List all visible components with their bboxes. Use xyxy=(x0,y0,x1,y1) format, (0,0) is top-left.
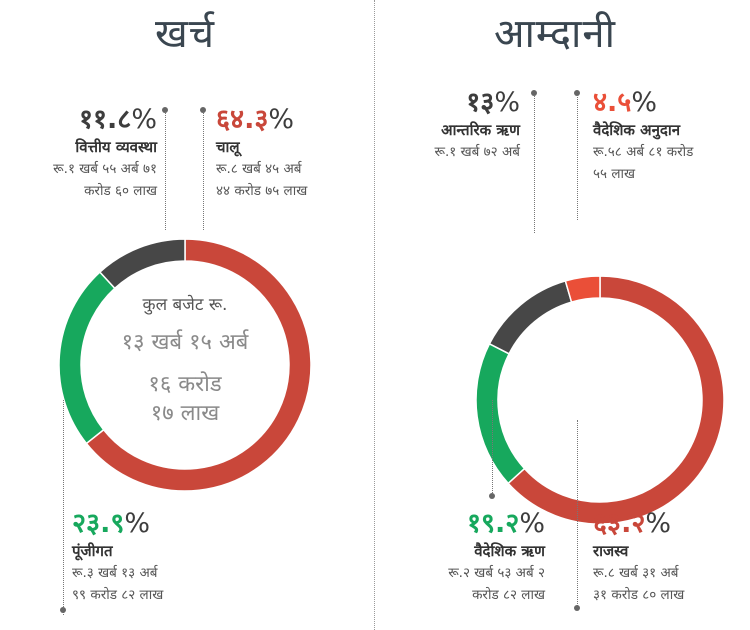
leader-line-current xyxy=(203,112,204,230)
revenue-amount-line1: रू.८ खर्ब ३१ अर्ब xyxy=(593,565,679,581)
financing-amount-line2: करोड ६० लाख xyxy=(84,183,157,199)
percent-sign: % xyxy=(124,508,151,539)
capital-percent: २३.९ xyxy=(72,508,125,539)
internal-debt-amount-line1: रू.१ खर्ब ७२ अर्ब xyxy=(434,144,521,160)
leader-line-foreign-grant xyxy=(577,95,578,220)
label-internal-debt: १३% आन्तरिक ऋण रू.१ खर्ब ७२ अर्ब xyxy=(380,87,521,163)
percent-sign: % xyxy=(131,104,157,135)
percent-sign: % xyxy=(268,104,295,135)
income-slice-2 xyxy=(488,280,573,355)
percent-sign: % xyxy=(519,508,545,539)
label-revenue: ६३.२% राजस्व रू.८ खर्ब ३१ अर्ब ३१ करोड ८… xyxy=(593,508,748,606)
label-foreign-grant: ४.५% वैदेशिक अनुदान रू.५८ अर्ब ८१ करोड ५… xyxy=(593,87,748,185)
leader-dot-current xyxy=(200,107,206,113)
total-budget-amount-line3: १७ लाख xyxy=(150,401,220,426)
label-financing: ११.८% वित्तीय व्यवस्था रू.१ खर्ब ५५ अर्ब… xyxy=(0,104,157,202)
leader-dot-capital xyxy=(60,607,66,613)
financing-name: वित्तीय व्यवस्था xyxy=(75,138,157,156)
income-title: आम्दानी xyxy=(494,11,616,57)
internal-debt-percent: १३ xyxy=(466,87,495,118)
financing-percent: ११.८ xyxy=(78,104,132,135)
leader-dot-revenue xyxy=(574,605,580,611)
total-budget-amount-line1: १३ खर्ब १५ अर्ब xyxy=(121,330,249,355)
label-current: ६४.३% चालू रू.८ खर्ब ४५ अर्ब ४४ करोड ७५ … xyxy=(216,104,366,202)
expense-slice-0 xyxy=(85,238,312,492)
percent-sign: % xyxy=(645,508,672,539)
current-name: चालू xyxy=(216,138,240,156)
foreign-grant-percent: ४.५ xyxy=(593,87,632,118)
income-slice-1 xyxy=(475,342,526,485)
leader-dot-internal-debt xyxy=(531,90,537,96)
leader-line-foreign-debt xyxy=(492,400,493,495)
financing-amount-line1: रू.१ खर्ब ५५ अर्ब ७१ xyxy=(53,161,157,177)
revenue-name: राजस्व xyxy=(593,542,629,560)
leader-line-revenue xyxy=(577,420,578,610)
foreign-grant-name: वैदेशिक अनुदान xyxy=(593,121,681,139)
foreign-debt-percent: १९.२ xyxy=(466,508,520,539)
revenue-amount-line2: ३१ करोड ८० लाख xyxy=(593,587,685,603)
foreign-debt-amount-line2: करोड ८२ लाख xyxy=(472,587,545,603)
internal-debt-name: आन्तरिक ऋण xyxy=(441,121,520,139)
foreign-debt-amount-line1: रू.२ खर्ब ५३ अर्ब २ xyxy=(448,565,545,581)
current-amount-line2: ४४ करोड ७५ लाख xyxy=(216,183,308,199)
current-amount-line1: रू.८ खर्ब ४५ अर्ब xyxy=(216,161,302,177)
percent-sign: % xyxy=(631,87,657,118)
leader-dot-foreign-grant xyxy=(574,90,580,96)
leader-line-capital xyxy=(63,400,64,615)
expense-title: खर्च xyxy=(154,11,216,57)
leader-dot-financing xyxy=(162,107,168,113)
percent-sign: % xyxy=(494,87,520,118)
foreign-grant-amount-line1: रू.५८ अर्ब ८१ करोड xyxy=(593,144,694,160)
center-divider xyxy=(374,0,375,630)
income-slice-3 xyxy=(564,275,601,303)
leader-dot-foreign-debt xyxy=(489,493,495,499)
current-percent: ६४.३ xyxy=(216,104,269,135)
total-budget-amount-line2: १६ करोड xyxy=(148,372,222,397)
income-slice-0 xyxy=(507,275,725,525)
capital-amount-line2: ९९ करोड ८२ लाख xyxy=(72,587,164,603)
revenue-percent: ६३.२ xyxy=(593,508,646,539)
expense-slice-2 xyxy=(98,238,186,290)
label-foreign-debt: १९.२% वैदेशिक ऋण रू.२ खर्ब ५३ अर्ब २ करो… xyxy=(375,508,545,606)
leader-line-internal-debt xyxy=(534,95,535,233)
capital-amount-line1: रू.३ खर्ब १३ अर्ब xyxy=(72,565,158,581)
capital-name: पूंजीगत xyxy=(72,542,113,560)
foreign-debt-name: वैदेशिक ऋण xyxy=(474,542,545,560)
total-budget-label: कुल बजेट रू. xyxy=(142,295,228,315)
label-capital: २३.९% पूंजीगत रू.३ खर्ब १३ अर्ब ९९ करोड … xyxy=(72,508,272,606)
foreign-grant-amount-line2: ५५ लाख xyxy=(593,166,636,182)
leader-line-financing xyxy=(165,112,166,230)
